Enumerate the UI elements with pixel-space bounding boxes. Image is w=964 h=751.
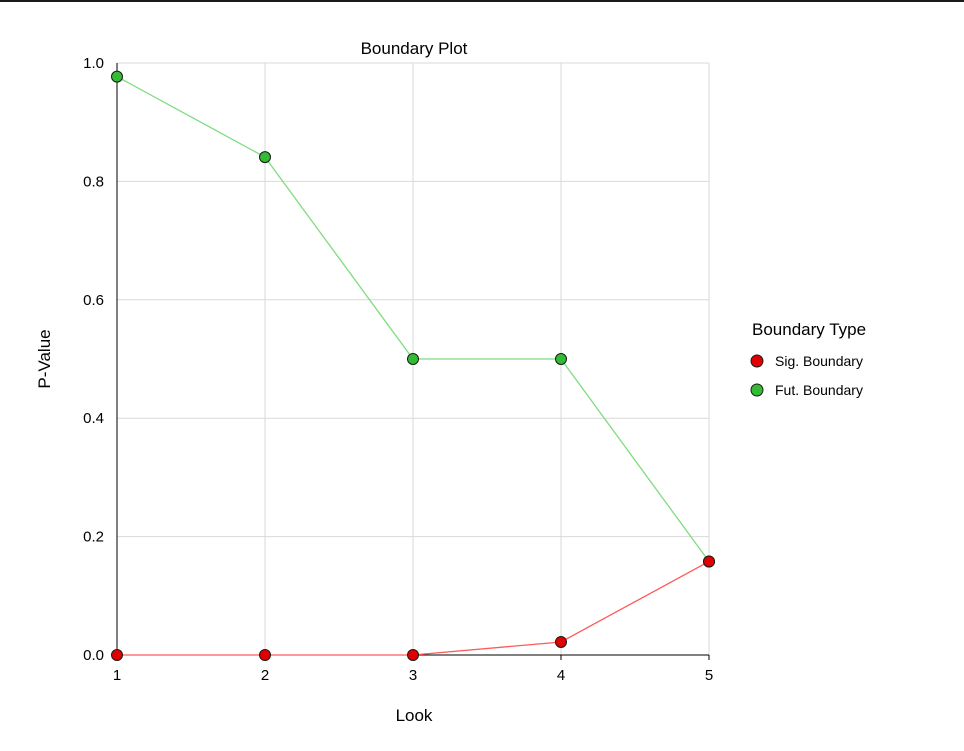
y-tick-label: 0.8 [83, 173, 104, 190]
data-point-sig [703, 555, 715, 568]
top-border [0, 0, 964, 2]
chart-title: Boundary Plot [361, 39, 468, 58]
y-tick-label: 0.6 [83, 292, 104, 309]
y-axis-title: P-Value [35, 329, 54, 388]
legend-marker-fut [750, 383, 764, 397]
data-point-fut [555, 353, 567, 365]
legend-title: Boundary Type [752, 320, 866, 339]
x-tick-label: 2 [261, 667, 269, 684]
x-tick-label: 1 [113, 667, 121, 684]
data-point-sig [259, 649, 271, 661]
legend-label-sig: Sig. Boundary [775, 353, 863, 369]
series-layer [111, 70, 715, 661]
legend-marker-sig [750, 354, 764, 368]
y-tick-label: 1.0 [83, 55, 104, 72]
x-tick-label: 3 [409, 667, 417, 684]
tick-labels: 0.0 0.2 0.4 0.6 0.8 1.0 1 2 3 4 5 [83, 55, 713, 684]
x-axis-title: Look [396, 706, 433, 725]
data-point-fut [111, 70, 123, 83]
y-tick-label: 0.0 [83, 647, 104, 664]
y-tick-label: 0.2 [83, 529, 104, 546]
y-tick-label: 0.4 [83, 410, 104, 427]
data-point-sig [407, 649, 419, 661]
data-point-fut [407, 353, 419, 365]
x-tick-label: 5 [705, 667, 713, 684]
legend-label-fut: Fut. Boundary [775, 382, 863, 398]
data-point-sig [111, 649, 123, 661]
x-tick-label: 4 [557, 667, 565, 684]
data-point-sig [555, 635, 567, 648]
data-point-fut [259, 151, 271, 164]
legend: Boundary Type Sig. Boundary Fut. Boundary [750, 320, 866, 398]
